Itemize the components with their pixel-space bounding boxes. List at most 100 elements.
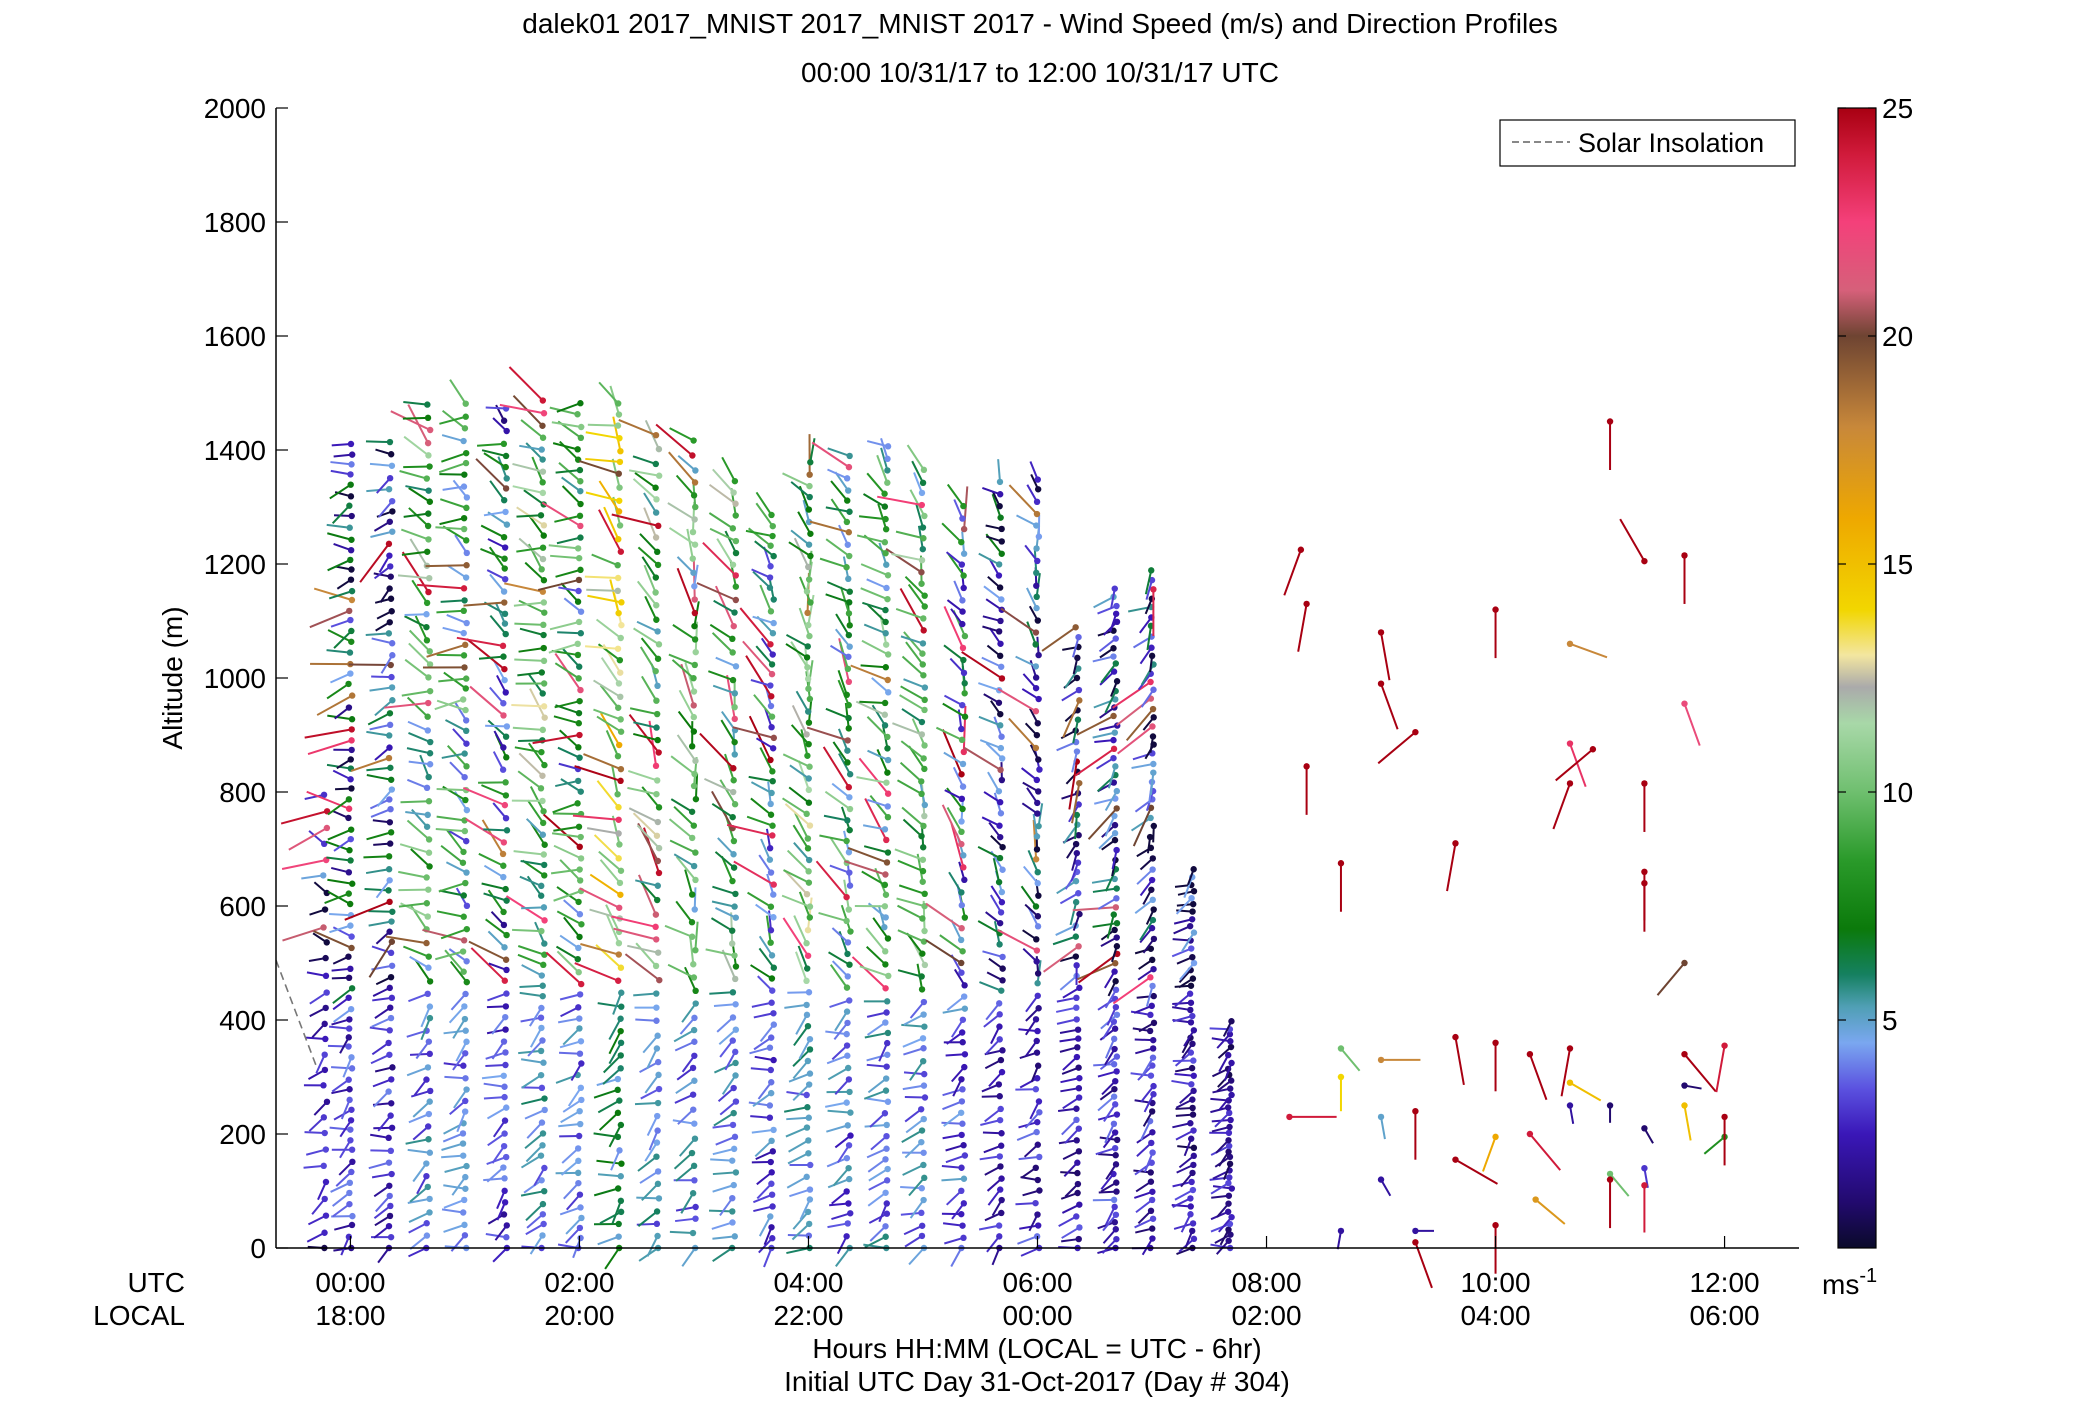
wind-barb-point (883, 859, 891, 866)
wind-barb-point (577, 534, 584, 541)
wind-barb-shaft (1097, 605, 1117, 615)
wind-barb-point (1606, 418, 1614, 425)
wind-barb-point (996, 941, 1003, 948)
wind-barb-point (540, 961, 547, 969)
wind-barb-point (541, 1106, 548, 1114)
wind-barb-point (615, 1233, 622, 1240)
wind-barb-shaft (444, 1075, 466, 1080)
wind-barb-point (958, 1187, 965, 1195)
wind-barb-point (884, 651, 892, 658)
wind-barb-point (652, 911, 660, 918)
wind-barb-shaft (983, 1013, 1001, 1028)
wind-barb-point (1377, 1113, 1385, 1121)
wind-barb-point (574, 955, 581, 963)
wind-barb-shaft (834, 1078, 850, 1095)
wind-barb-point (958, 725, 965, 733)
wind-barb-point (503, 521, 511, 528)
wind-barb-point (1072, 877, 1080, 885)
wind-barb-point (805, 708, 812, 715)
wind-barb-shaft (800, 729, 809, 757)
wind-barb-point (652, 509, 660, 516)
wind-barb-shaft (586, 827, 619, 835)
wind-barb-point (1681, 700, 1688, 707)
wind-barb-shaft (1102, 1021, 1115, 1040)
wind-barb-shaft (489, 686, 505, 704)
wind-barb-point (882, 664, 890, 671)
wind-barb-point (996, 919, 1004, 927)
wind-barb-point (843, 1042, 851, 1049)
wind-barb-point (844, 497, 851, 504)
wind-barb-shaft (330, 461, 352, 466)
wind-barb-shaft (905, 641, 924, 666)
wind-barb-shaft (1125, 708, 1154, 742)
wind-barb-shaft (632, 812, 658, 837)
wind-barb-point (654, 1058, 662, 1066)
wind-barb-point (577, 608, 585, 615)
wind-barb-shaft (487, 889, 505, 913)
wind-barb-point (616, 656, 624, 664)
wind-barb-point (1074, 1044, 1081, 1051)
wind-barb-point (614, 561, 621, 569)
wind-barb-shaft (635, 942, 657, 967)
wind-barb-point (463, 902, 471, 910)
wind-barb-shaft (836, 1144, 850, 1164)
wind-barb-point (884, 1039, 891, 1047)
wind-barb-shaft (759, 1024, 775, 1043)
wind-barb-point (500, 1211, 508, 1218)
wind-barb-point (882, 606, 889, 614)
wind-barb-point (500, 588, 508, 595)
wind-barb-point (425, 487, 432, 494)
wind-barb-point (461, 597, 468, 604)
wind-barb-shaft (641, 675, 658, 702)
wind-barb-point (538, 1084, 546, 1092)
wind-barb-point (1606, 1176, 1614, 1183)
wind-barb-point (617, 548, 625, 555)
wind-barb-point (652, 431, 660, 439)
wind-barb-shaft (831, 927, 849, 944)
wind-barb-point (998, 899, 1006, 906)
wind-barb-point (655, 1195, 663, 1202)
wind-barb-point (804, 1104, 811, 1111)
wind-barb-shaft (373, 565, 391, 580)
wind-barb-point (960, 852, 967, 859)
wind-barb-point (731, 801, 739, 808)
wind-barb-shaft (492, 1247, 508, 1263)
wind-barb-shaft (403, 465, 430, 469)
wind-barb-shaft (438, 882, 466, 893)
wind-barb-shaft (783, 869, 810, 884)
wind-barb-shaft (406, 819, 430, 841)
wind-barb-shaft (308, 830, 325, 845)
wind-barb-shaft (1008, 717, 1037, 749)
wind-barb-point (1227, 1085, 1234, 1092)
wind-barb-point (691, 636, 699, 643)
wind-barb-point (425, 536, 432, 543)
wind-barb-shaft (634, 1102, 659, 1106)
wind-barb-shaft (316, 694, 353, 716)
wind-barb-shaft (715, 656, 737, 668)
wind-barb-point (1226, 1031, 1234, 1038)
wind-barb-shaft (806, 726, 849, 742)
wind-barb-shaft (608, 1042, 622, 1065)
wind-barb-shaft (1076, 715, 1115, 736)
wind-barb-shaft (712, 1171, 736, 1176)
wind-barb-point (692, 1203, 699, 1211)
wind-barb-shaft (1097, 897, 1117, 910)
wind-barb-shaft (897, 859, 924, 873)
wind-barb-shaft (1134, 1161, 1153, 1176)
wind-barb-point (731, 1233, 738, 1240)
wind-barb-shaft (753, 1193, 773, 1204)
wind-barb-shaft (376, 788, 393, 807)
wind-barb-point (1187, 1211, 1194, 1218)
wind-barb-shaft (909, 1199, 925, 1219)
wind-barb-shaft (988, 1071, 1003, 1088)
wind-barb-point (1412, 1239, 1419, 1246)
wind-barb-point (843, 1008, 851, 1015)
wind-barb-point (1150, 1019, 1158, 1027)
wind-barb-point (1150, 586, 1157, 593)
wind-barb-point (500, 417, 508, 424)
wind-barb-point (691, 596, 698, 603)
wind-barb-shaft (828, 951, 851, 966)
wind-barb-point (385, 1039, 392, 1047)
wind-barb-point (1113, 805, 1120, 812)
